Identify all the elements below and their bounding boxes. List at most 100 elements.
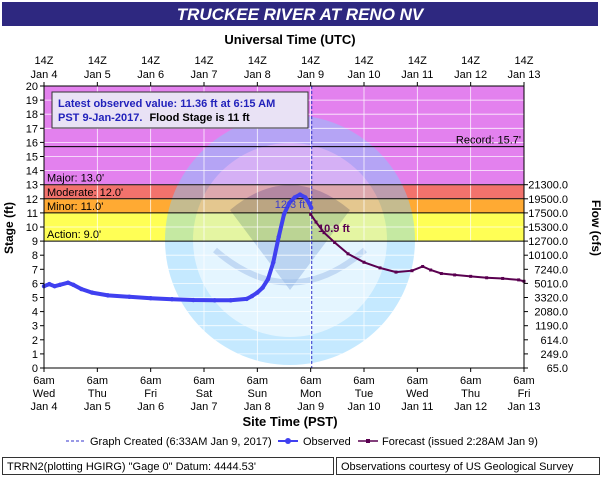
forecast-point: [469, 274, 473, 278]
left-tick-label: 12: [26, 194, 38, 206]
observed-point: [244, 296, 249, 302]
observed-point: [271, 260, 276, 265]
left-tick-label: 5: [32, 293, 38, 305]
threshold-labels: Major: 13.0' Moderate: 12.0' Minor: 11.0' A…: [47, 135, 521, 241]
left-tick-label: 6: [32, 278, 38, 290]
bottom-tick-label-date: Jan 11: [401, 401, 433, 413]
top-tick-label-time: 14Z: [461, 55, 480, 67]
annotations-group: 12.3 ft 10.9 ft: [275, 199, 350, 235]
observed-point: [287, 200, 292, 206]
observed-point: [79, 286, 84, 292]
bottom-tick-label-time: 6am: [353, 375, 374, 387]
observed-point: [57, 282, 63, 288]
observed-point: [265, 276, 271, 282]
observed-point: [303, 195, 308, 200]
observed-point: [292, 195, 297, 200]
top-tick-label-date: Jan 4: [31, 69, 58, 81]
minor-band: [44, 198, 524, 213]
top-tick-label-date: Jan 8: [244, 69, 271, 81]
top-tick-label-date: Jan 5: [84, 69, 111, 81]
legend-observed-marker: [285, 438, 291, 444]
left-tick-label: 14: [26, 166, 38, 178]
observed-point: [260, 285, 265, 290]
observed-point: [297, 192, 303, 197]
bottom-tick-label-time: 6am: [247, 375, 268, 387]
right-tick-label: 19500.0: [528, 194, 568, 206]
bottom-tick-label-date: Jan 9: [297, 401, 324, 413]
observed-point: [306, 200, 312, 206]
chart-title: TRUCKEE RIVER AT RENO NV: [177, 5, 425, 24]
forecast-point: [322, 231, 326, 235]
left-tick-label: 11: [27, 208, 38, 220]
forecast-point: [410, 269, 414, 273]
footer-datum: TRRN2(plotting HGIRG) "Gage 0" Datum: 44…: [2, 457, 334, 475]
bottom-tick-label-time: 6am: [87, 375, 108, 387]
minor-label: Minor: 11.0': [47, 201, 103, 213]
bottom-tick-label-time: 6am: [407, 375, 428, 387]
top-tick-label-date: Jan 13: [507, 69, 540, 81]
right-tick-label: 5010.0: [534, 278, 568, 290]
bottom-tick-label-day: Wed: [33, 388, 55, 400]
bottom-tick-label-time: 6am: [33, 375, 54, 387]
forecast-point: [309, 212, 313, 216]
top-tick-label-time: 14Z: [301, 55, 320, 67]
left-tick-label: 16: [26, 137, 38, 149]
top-tick-label-date: Jan 9: [297, 69, 324, 81]
observed-point: [228, 298, 233, 303]
bottom-tick-label-date: Jan 7: [191, 401, 218, 413]
left-tick-label: 17: [26, 123, 38, 135]
forecast-point: [517, 278, 521, 282]
bottom-tick-label-date: Jan 4: [31, 401, 58, 413]
bottom-tick-label-day: Thu: [461, 388, 480, 400]
observed-point: [89, 290, 95, 295]
top-tick-label-time: 14Z: [248, 55, 267, 67]
observed-point: [65, 280, 71, 285]
top-tick-label-date: Jan 7: [191, 69, 218, 81]
observed-point: [212, 298, 217, 303]
observed-point: [52, 284, 57, 289]
bottom-tick-label-date: Jan 13: [507, 401, 540, 413]
top-axis-title: Universal Time (UTC): [224, 32, 355, 47]
observed-point: [191, 297, 196, 303]
bottom-tick-label-day: Fri: [144, 388, 157, 400]
observed-point: [71, 282, 76, 288]
bottom-tick-label-date: Jan 6: [137, 401, 164, 413]
info-line-2-date: PST 9-Jan-2017.: [58, 112, 142, 124]
left-axis-label: Stage (ft): [2, 202, 16, 254]
left-tick-label: 20: [26, 81, 38, 93]
forecast-point: [429, 268, 433, 272]
forecast-point: [333, 241, 337, 245]
right-axis-label: Flow (cfs): [589, 200, 602, 256]
forecast-point: [485, 276, 489, 280]
top-tick-label-time: 14Z: [35, 55, 54, 67]
observed-point: [276, 234, 281, 240]
left-tick-label: 18: [26, 109, 38, 121]
bottom-tick-label-date: Jan 5: [84, 401, 111, 413]
forecast-point: [362, 260, 366, 264]
forecast-point: [439, 272, 443, 276]
info-line-1: Latest observed value: 11.36 ft at 6:15 …: [58, 98, 275, 110]
left-tick-label: 10: [26, 222, 38, 234]
top-tick-label-time: 14Z: [141, 55, 160, 67]
observed-point: [47, 281, 52, 287]
bottom-tick-label-time: 6am: [460, 375, 481, 387]
legend-forecast-marker: [366, 439, 370, 443]
footer-credit: Observations courtesy of US Geological S…: [336, 457, 600, 475]
legend-forecast-label: Forecast (issued 2:28AM Jan 9): [382, 436, 538, 448]
legend-created-label: Graph Created (6:33AM Jan 9, 2017): [90, 436, 272, 448]
left-tick-label: 2: [32, 335, 38, 347]
forecast-point: [501, 276, 505, 280]
right-tick-label: 17500.0: [528, 208, 568, 220]
right-tick-label: 614.0: [540, 335, 568, 347]
left-tick-label: 19: [26, 95, 38, 107]
top-tick-label-time: 14Z: [88, 55, 107, 67]
forecast-point: [453, 273, 457, 277]
right-tick-label: 15300.0: [528, 222, 568, 234]
right-tick-label: 65.0: [547, 363, 568, 375]
info-line-2: PST 9-Jan-2017. Flood Stage is 11 ft: [58, 112, 250, 124]
bottom-tick-label-date: Jan 12: [454, 401, 487, 413]
observed-point: [105, 293, 111, 298]
